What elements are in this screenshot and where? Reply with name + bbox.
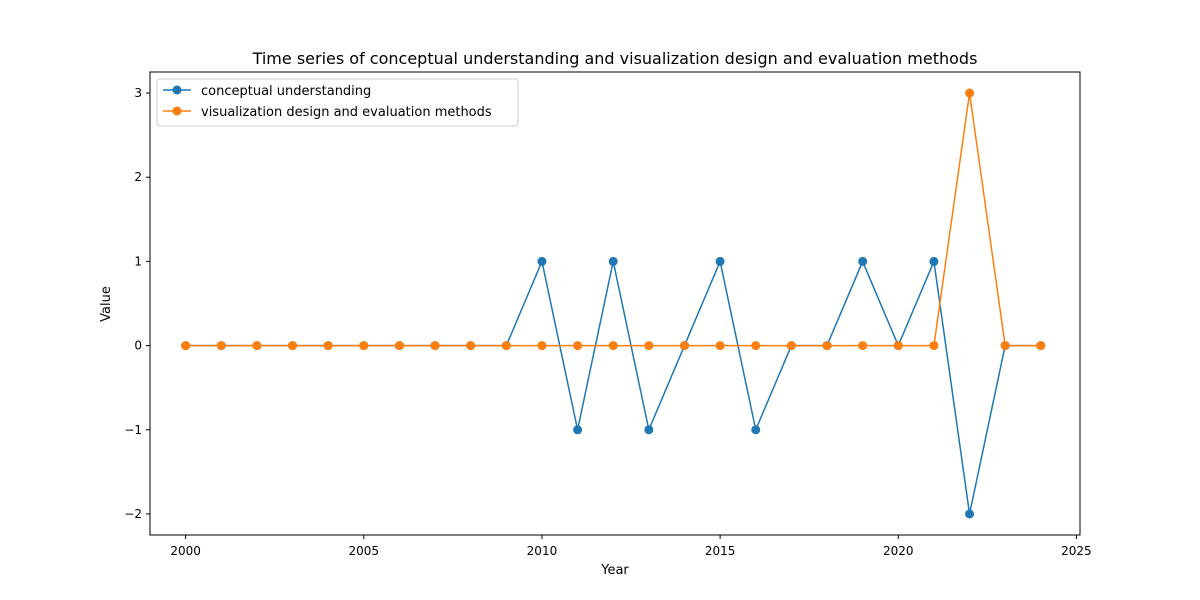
series-1 (181, 256, 1046, 519)
data-point (893, 341, 903, 351)
data-point (181, 341, 191, 351)
data-point (929, 256, 939, 266)
data-point (608, 256, 618, 266)
data-point (929, 341, 939, 351)
x-tick-label: 2005 (349, 544, 380, 558)
data-point (965, 88, 975, 98)
data-point (965, 509, 975, 519)
legend-swatch-marker (172, 106, 182, 116)
data-point (288, 341, 298, 351)
data-point (323, 341, 333, 351)
legend-label: visualization design and evaluation meth… (201, 105, 492, 120)
data-point (644, 425, 654, 435)
series-2 (181, 88, 1046, 351)
series-line-1 (185, 260, 1041, 515)
legend-item-1: conceptual understanding (163, 84, 371, 99)
data-point (715, 256, 725, 266)
data-point (858, 256, 868, 266)
y-tick-label: 3 (134, 86, 142, 100)
y-tick-label: −1 (124, 423, 142, 437)
data-point (751, 341, 761, 351)
data-point (679, 341, 689, 351)
legend-item-2: visualization design and evaluation meth… (163, 105, 492, 120)
x-tick-label: 2020 (883, 544, 914, 558)
data-point (1000, 341, 1010, 351)
y-tick-label: −2 (124, 507, 142, 521)
data-point (751, 425, 761, 435)
x-tick-label: 2000 (170, 544, 201, 558)
chart-title: Time series of conceptual understanding … (252, 49, 978, 68)
data-point (573, 425, 583, 435)
series-line-2 (185, 92, 1041, 347)
y-tick-label: 1 (134, 254, 142, 268)
y-axis-label: Value (99, 286, 114, 322)
data-point (501, 341, 511, 351)
legend-swatch-marker (172, 85, 182, 95)
x-tick-label: 2015 (705, 544, 736, 558)
data-point (822, 341, 832, 351)
y-tick-label: 2 (134, 170, 142, 184)
data-point (537, 341, 547, 351)
plot-area-frame (149, 71, 1081, 536)
data-point (216, 341, 226, 351)
data-point (786, 341, 796, 351)
data-point (644, 341, 654, 351)
data-point (573, 341, 583, 351)
legend-box (156, 78, 519, 127)
data-point (252, 341, 262, 351)
legend: conceptual understanding visualization de… (156, 78, 519, 127)
data-point (715, 341, 725, 351)
x-tick-label: 2010 (527, 544, 558, 558)
data-point (537, 256, 547, 266)
legend-label: conceptual understanding (201, 84, 371, 99)
data-point (858, 341, 868, 351)
x-tick-label: 2025 (1061, 544, 1092, 558)
y-tick-label: 0 (134, 339, 142, 353)
data-point (394, 341, 404, 351)
x-axis-label: Year (600, 563, 629, 578)
data-point (1036, 341, 1046, 351)
data-point (608, 341, 618, 351)
data-point (466, 341, 476, 351)
data-point (359, 341, 369, 351)
data-point (430, 341, 440, 351)
